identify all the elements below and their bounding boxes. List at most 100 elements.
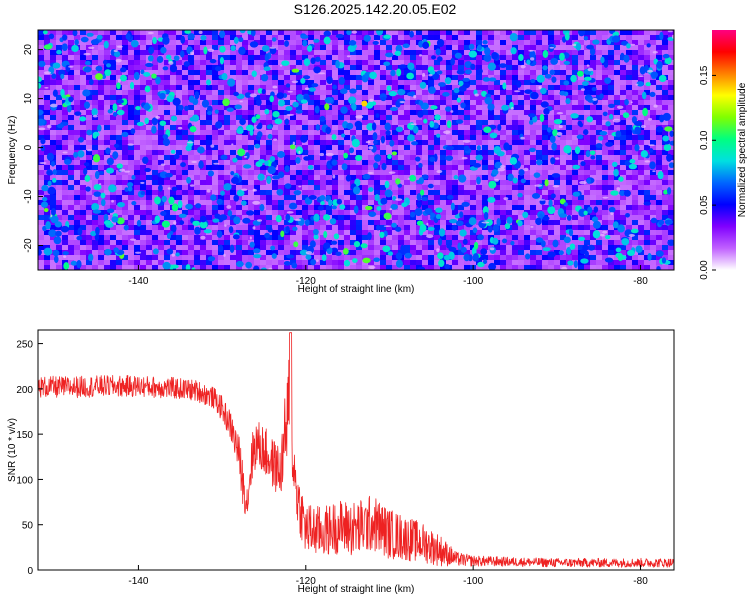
heatmap-cell — [236, 45, 243, 51]
heatmap-cell — [620, 170, 627, 176]
heatmap-cell — [494, 125, 501, 131]
heatmap-cell — [86, 165, 93, 171]
heatmap-cell — [248, 195, 255, 201]
heatmap-cell — [518, 215, 525, 221]
heatmap-cell — [278, 30, 285, 36]
heatmap-cell — [338, 140, 345, 146]
heatmap-cell — [602, 45, 609, 51]
heatmap-cell — [74, 205, 81, 211]
heatmap-cell — [650, 120, 657, 126]
heatmap-cell — [596, 205, 603, 211]
heatmap-cell — [212, 240, 219, 246]
heatmap-cell — [308, 225, 315, 231]
heatmap-cell — [458, 185, 465, 191]
heatmap-cell — [242, 45, 249, 51]
heatmap-cell — [392, 250, 399, 256]
heatmap-cell — [632, 30, 639, 36]
heatmap-cell — [638, 225, 645, 231]
heatmap-cell — [410, 55, 417, 61]
heatmap-cell — [182, 130, 189, 136]
heatmap-cell — [602, 75, 609, 81]
heatmap-cell — [56, 30, 63, 36]
heatmap-cell — [368, 85, 375, 91]
heatmap-cell — [524, 170, 531, 176]
heatmap-cell — [266, 205, 273, 211]
heatmap-cell — [236, 185, 243, 191]
heatmap-cell — [578, 175, 585, 181]
heatmap-cell — [86, 95, 93, 101]
heatmap-cell — [398, 30, 405, 36]
heatmap-cell — [428, 260, 435, 266]
heatmap-cell — [68, 80, 75, 86]
heatmap-cell — [158, 85, 165, 91]
heatmap-cell — [458, 135, 465, 141]
heatmap-cell — [158, 100, 165, 106]
heatmap-cell — [332, 130, 339, 136]
heatmap-cell — [200, 30, 207, 36]
heatmap-cell — [530, 190, 537, 196]
heatmap-cell — [596, 75, 603, 81]
heatmap-cell — [278, 85, 285, 91]
heatmap-cell — [260, 110, 267, 116]
heatmap-cell — [578, 35, 585, 41]
heatmap-cell — [50, 235, 57, 241]
heatmap-cell — [404, 210, 411, 216]
heatmap-cell — [464, 100, 471, 106]
heatmap-cell — [314, 75, 321, 81]
heatmap-cell — [122, 60, 129, 66]
heatmap-cell — [266, 100, 273, 106]
heatmap-cell — [494, 195, 501, 201]
heatmap-cell — [530, 235, 537, 241]
heatmap-cell — [638, 230, 645, 236]
heatmap-cell — [506, 230, 513, 236]
heatmap-cell — [488, 140, 495, 146]
heatmap-cell — [446, 45, 453, 51]
heatmap-cell — [536, 130, 543, 136]
heatmap-cell — [494, 85, 501, 91]
heatmap-cell — [188, 210, 195, 216]
heatmap-cell — [482, 155, 489, 161]
heatmap-cell — [626, 195, 633, 201]
heatmap-cell — [494, 100, 501, 106]
heatmap-cell — [470, 135, 477, 141]
heatmap-cell — [188, 215, 195, 221]
heatmap-cell — [518, 115, 525, 121]
heatmap-cell — [242, 80, 249, 86]
heatmap-cell — [218, 240, 225, 246]
heatmap-cell — [38, 115, 45, 121]
heatmap-cell — [668, 195, 674, 201]
heatmap-cell — [182, 245, 189, 251]
heatmap-cell — [140, 220, 147, 226]
heatmap-cell — [524, 185, 531, 191]
heatmap-cell — [458, 190, 465, 196]
heatmap-cell — [416, 140, 423, 146]
heatmap-cell — [44, 190, 51, 196]
heatmap-cell — [452, 60, 459, 66]
heatmap-cell — [86, 245, 93, 251]
heatmap-cell — [92, 215, 99, 221]
heatmap-cell — [554, 105, 561, 111]
heatmap-cell — [266, 195, 273, 201]
heatmap-cell — [368, 120, 375, 126]
heatmap-cell — [644, 250, 651, 256]
heatmap-cell — [350, 145, 357, 151]
heatmap-cell — [176, 195, 183, 201]
heatmap-cell — [122, 240, 129, 246]
heatmap-cell — [464, 45, 471, 51]
heatmap-cell — [344, 65, 351, 71]
heatmap-cell — [584, 190, 591, 196]
heatmap-cell — [530, 220, 537, 226]
heatmap-cell — [398, 215, 405, 221]
heatmap-cell — [92, 65, 99, 71]
heatmap-cell — [206, 165, 213, 171]
heatmap-cell — [212, 90, 219, 96]
heatmap-cell — [446, 160, 453, 166]
heatmap-cell — [260, 55, 267, 61]
heatmap-cell — [518, 235, 525, 241]
heatmap-cell — [260, 40, 267, 46]
heatmap-cell — [134, 240, 141, 246]
heatmap-cell — [632, 195, 639, 201]
heatmap-cell — [206, 35, 213, 41]
heatmap-cell — [308, 95, 315, 101]
heatmap-cell — [320, 95, 327, 101]
